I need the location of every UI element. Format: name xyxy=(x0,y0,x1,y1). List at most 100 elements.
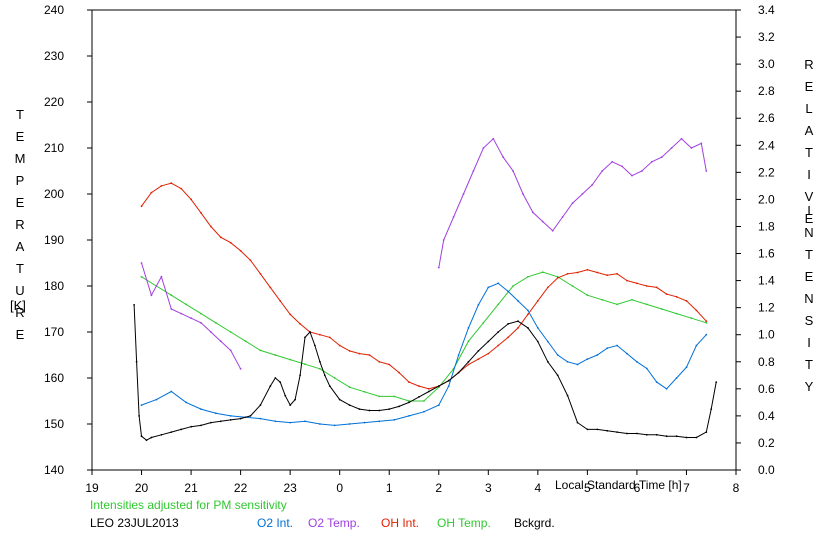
data-point xyxy=(259,349,262,352)
data-point xyxy=(378,420,381,423)
data-point xyxy=(482,147,485,149)
data-point xyxy=(150,191,153,194)
data-point xyxy=(319,367,321,370)
series-line-o2-temp xyxy=(141,137,707,370)
data-point xyxy=(705,431,708,433)
data-point xyxy=(408,381,410,383)
data-point xyxy=(665,293,668,295)
data-point xyxy=(229,415,232,417)
data-point xyxy=(576,363,579,366)
data-point xyxy=(408,415,410,417)
data-point xyxy=(140,404,143,406)
data-point xyxy=(556,277,559,279)
data-point xyxy=(388,408,391,410)
data-point xyxy=(596,271,599,274)
right-tick-label: 2.6 xyxy=(758,111,775,125)
data-point xyxy=(536,340,539,343)
data-point xyxy=(517,320,519,323)
data-point xyxy=(522,193,524,195)
data-point xyxy=(566,394,569,397)
data-point xyxy=(690,317,693,320)
data-point xyxy=(492,137,495,140)
data-point xyxy=(239,417,242,420)
data-point xyxy=(140,205,143,208)
data-point xyxy=(328,336,331,339)
data-point xyxy=(418,385,420,387)
data-point xyxy=(363,390,366,393)
data-point xyxy=(437,266,440,269)
data-point xyxy=(680,137,683,140)
x-tick-label: 4 xyxy=(535,481,542,495)
data-point xyxy=(368,409,371,412)
data-point xyxy=(210,331,212,333)
right-axis: 0.0 0.2 0.4 0.6 0.8 1.0 1.2 1.4 1.6 1.8 2.0 2.2 2.4 2… xyxy=(736,3,775,477)
right-tick-label: 0.8 xyxy=(758,355,775,369)
data-point xyxy=(675,295,678,298)
data-point xyxy=(210,421,212,424)
data-point xyxy=(135,360,138,363)
data-point xyxy=(581,193,584,195)
data-point xyxy=(576,271,579,274)
data-point xyxy=(140,435,143,438)
right-tick-label: 2.2 xyxy=(758,165,775,179)
left-axis-unit: [K] xyxy=(10,298,26,313)
data-point xyxy=(710,408,713,410)
series-line-oh-int xyxy=(141,182,707,390)
data-point xyxy=(606,429,609,432)
data-point xyxy=(200,424,202,427)
data-point xyxy=(675,435,678,438)
data-point xyxy=(487,352,490,355)
data-point xyxy=(229,349,232,352)
data-point xyxy=(546,340,549,343)
data-point xyxy=(660,156,663,159)
data-point xyxy=(507,323,509,325)
data-point xyxy=(690,147,693,149)
data-point xyxy=(655,286,658,289)
right-tick-label: 0.6 xyxy=(758,382,775,396)
right-tick-label: 3.0 xyxy=(758,57,775,71)
data-point xyxy=(467,360,470,363)
data-point xyxy=(428,387,430,390)
data-point xyxy=(319,423,321,425)
data-point xyxy=(611,160,614,163)
data-point xyxy=(507,336,509,339)
data-point xyxy=(289,358,292,361)
x-tick-label: 8 xyxy=(733,481,740,495)
data-point xyxy=(279,381,282,383)
data-point xyxy=(185,303,188,306)
data-point xyxy=(150,436,153,439)
data-point xyxy=(645,433,648,436)
data-point xyxy=(596,354,599,356)
data-point xyxy=(517,327,519,329)
data-point xyxy=(423,410,425,413)
data-point xyxy=(269,286,272,289)
data-point xyxy=(170,431,173,433)
data-point xyxy=(138,415,141,417)
data-point xyxy=(705,170,708,172)
data-point xyxy=(586,268,589,271)
data-point xyxy=(606,274,609,277)
data-point xyxy=(358,408,361,410)
left-tick-label: 150 xyxy=(44,417,64,431)
data-point xyxy=(685,436,688,439)
data-point xyxy=(616,431,618,433)
data-point xyxy=(551,229,554,232)
series-line-oh-temp xyxy=(141,271,707,402)
data-point xyxy=(398,405,400,408)
data-point xyxy=(502,156,505,159)
data-point xyxy=(348,423,351,425)
data-point xyxy=(378,360,381,363)
right-tick-label: 1.0 xyxy=(758,328,775,342)
data-point xyxy=(685,366,688,369)
data-point xyxy=(314,344,316,347)
data-point xyxy=(497,303,500,306)
data-point xyxy=(289,313,292,316)
left-tick-label: 180 xyxy=(44,279,64,293)
data-point xyxy=(645,367,648,370)
x-tick-label: 20 xyxy=(135,481,149,495)
data-point xyxy=(616,272,618,275)
data-point xyxy=(428,390,430,393)
data-point xyxy=(323,374,326,377)
